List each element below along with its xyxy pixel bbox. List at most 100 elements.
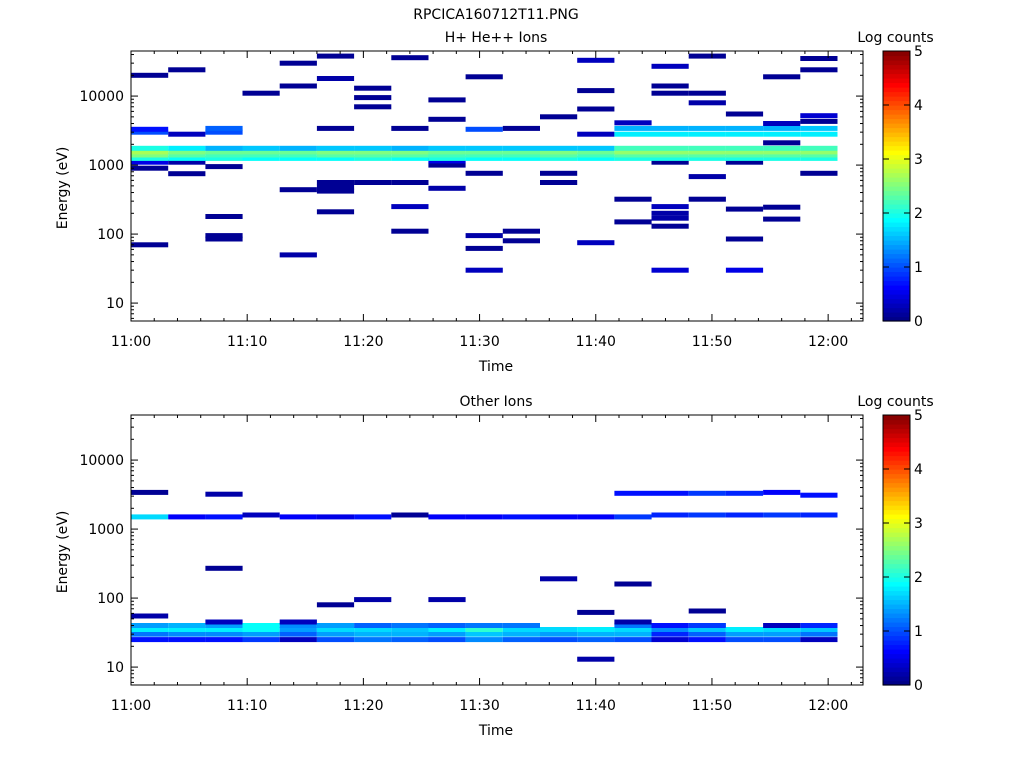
heatmap-cell: [242, 155, 280, 161]
colorbar-swatch: [883, 195, 910, 201]
heatmap-cell: [725, 149, 764, 155]
heatmap-cell: [428, 162, 466, 168]
heatmap-cell: [279, 145, 317, 151]
heatmap-cell: [316, 155, 355, 161]
heatmap-cell: [651, 63, 689, 69]
heatmap-cell: [614, 149, 652, 155]
colorbar-swatch: [883, 460, 910, 466]
heatmap-cell: [800, 56, 838, 61]
heatmap-cell: [725, 631, 764, 637]
colorbar-swatch: [883, 451, 910, 457]
heatmap-cell: [540, 631, 578, 637]
colorbar-swatch: [883, 109, 910, 115]
colorbar-swatch: [883, 244, 910, 250]
heatmap-cell: [502, 125, 540, 131]
heatmap-cell: [651, 490, 689, 496]
colorbar-swatch: [883, 590, 910, 596]
x-tick-label: 11:10: [227, 698, 267, 714]
heatmap-cell: [354, 155, 392, 161]
heatmap-cell: [688, 145, 726, 151]
heatmap-cell: [763, 489, 801, 495]
heatmap-cell: [168, 145, 206, 151]
heatmap-cell: [242, 627, 280, 632]
heatmap-cell: [614, 631, 652, 637]
heatmap-cell: [168, 131, 206, 137]
heatmap-cell: [800, 492, 838, 498]
heatmap-cell: [279, 631, 317, 637]
colorbar-swatch: [883, 96, 910, 102]
heatmap-cell: [428, 627, 466, 632]
heatmap-cell: [688, 131, 726, 137]
heatmap-cell: [279, 637, 317, 643]
heatmap-cell: [316, 188, 355, 194]
colorbar-swatch: [883, 536, 910, 542]
colorbar-swatch: [883, 55, 910, 61]
y-tick-label: 10000: [79, 89, 124, 105]
heatmap-cell: [205, 233, 243, 239]
heatmap-cell: [465, 514, 503, 520]
heatmap-cell: [577, 57, 615, 63]
heatmap-cell: [316, 125, 355, 131]
heatmap-cell: [725, 155, 764, 161]
heatmap-cell: [131, 623, 169, 628]
colorbar-swatch: [883, 572, 910, 578]
colorbar-swatch: [883, 478, 910, 484]
heatmap-cell: [131, 126, 169, 132]
colorbar-swatch: [883, 78, 910, 84]
heatmap-cell: [725, 267, 764, 273]
colorbar-swatch: [883, 563, 910, 569]
heatmap-cell: [316, 602, 355, 608]
heatmap-cell: [279, 627, 317, 632]
colorbar-swatch: [883, 676, 910, 682]
heatmap-cell: [131, 152, 169, 158]
heatmap-cell: [540, 149, 578, 155]
x-axis-label: Time: [478, 359, 513, 375]
heatmap-cell: [614, 581, 652, 587]
heatmap-cell: [316, 514, 355, 520]
colorbar-swatch: [883, 181, 910, 187]
heatmap-cell: [651, 223, 689, 229]
heatmap-cell: [428, 152, 466, 158]
heatmap-cell: [725, 125, 764, 131]
heatmap-cell: [428, 597, 466, 603]
heatmap-cell: [316, 76, 355, 81]
heatmap-cell: [465, 637, 503, 643]
heatmap-cell: [725, 627, 764, 632]
heatmap-cell: [651, 631, 689, 637]
figure-title: RPCICA160712T11.PNG: [413, 7, 578, 23]
x-tick-label: 11:20: [343, 334, 383, 350]
heatmap-cell: [465, 149, 503, 155]
heatmap-cell: [502, 623, 540, 628]
heatmap-cell: [763, 145, 801, 151]
heatmap-cell: [577, 145, 615, 151]
colorbar-swatch: [883, 622, 910, 628]
colorbar-tick-label: 1: [914, 260, 923, 276]
heatmap-cell: [354, 627, 392, 632]
heatmap-cell: [763, 623, 801, 628]
colorbar-swatch: [883, 433, 910, 439]
heatmap-cell: [428, 631, 466, 637]
heatmap-cell: [354, 95, 392, 101]
heatmap-cell: [279, 155, 317, 161]
colorbar-swatch: [883, 514, 910, 520]
colorbar-swatch: [883, 298, 910, 304]
colorbar-swatch: [883, 671, 910, 677]
colorbar-tick-label: 3: [914, 152, 923, 168]
x-tick-label: 12:00: [808, 698, 848, 714]
heatmap-cell: [354, 637, 392, 643]
colorbar-tick-label: 4: [914, 462, 923, 478]
heatmap-cell: [763, 121, 801, 126]
colorbar-swatch: [883, 424, 910, 430]
colorbar-swatch: [883, 577, 910, 583]
heatmap-cell: [577, 627, 615, 632]
heatmap-cell: [242, 149, 280, 155]
heatmap-cell: [205, 125, 243, 131]
heatmap-cell: [800, 170, 838, 176]
colorbar-swatch: [883, 177, 910, 183]
heatmap-cell: [354, 631, 392, 637]
heatmap-cell: [131, 159, 169, 165]
heatmap-cell: [391, 204, 429, 210]
heatmap-cell: [651, 149, 689, 155]
heatmap-cell: [725, 206, 764, 212]
heatmap-cell: [205, 623, 243, 628]
